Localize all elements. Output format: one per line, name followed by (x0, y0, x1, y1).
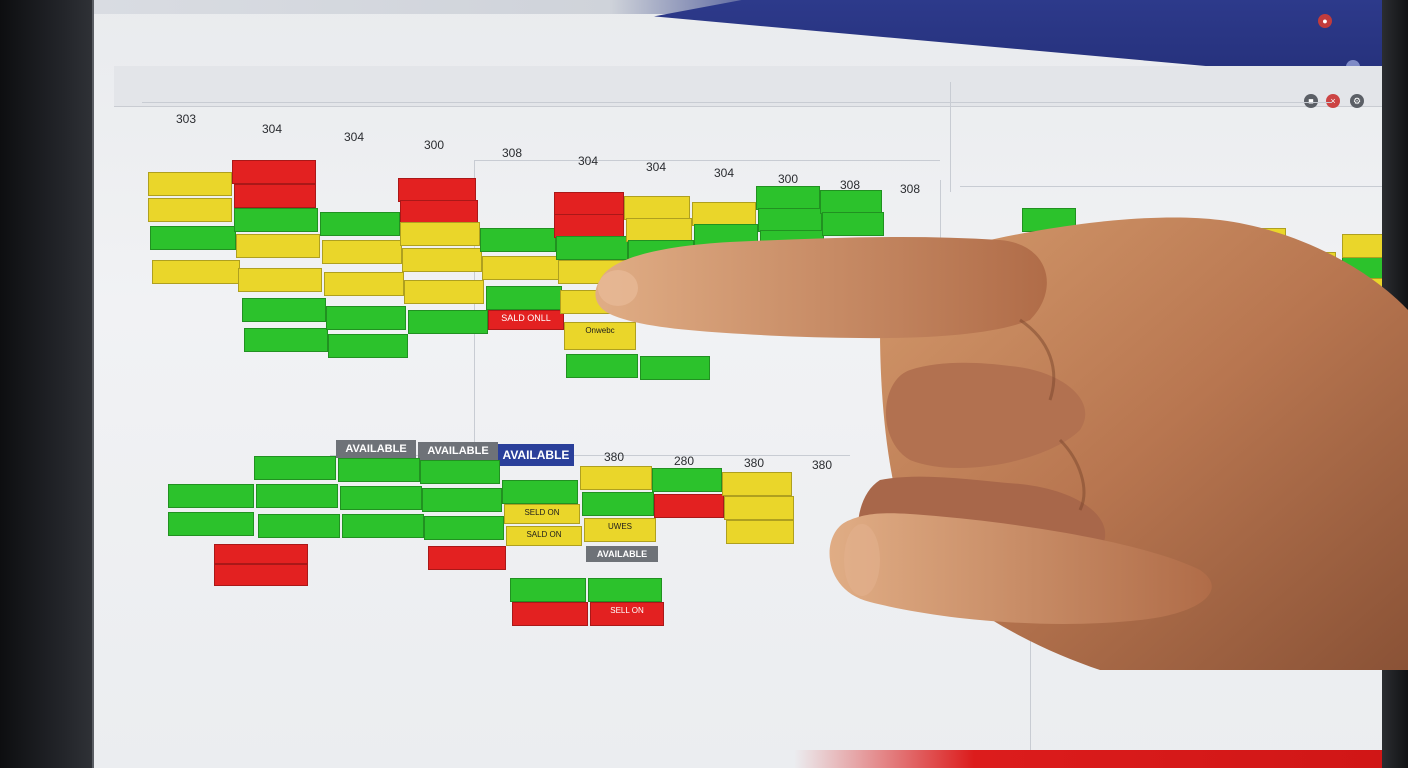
seat-cell[interactable] (408, 310, 488, 334)
seat-cell[interactable] (326, 306, 406, 330)
seat-cell[interactable]: UWES (584, 518, 656, 542)
seat-cell[interactable] (582, 492, 654, 516)
column-header: 304 (578, 154, 599, 168)
seat-cell[interactable] (512, 602, 588, 626)
column-header: 308 (840, 178, 861, 192)
seat-cell[interactable] (400, 222, 480, 246)
seat-cell[interactable] (340, 486, 422, 510)
availability-tag: AVAILABLE (498, 444, 574, 466)
seat-cell[interactable] (338, 458, 420, 482)
seat-cell[interactable] (588, 578, 662, 602)
grid-line (474, 160, 940, 161)
seat-cell[interactable] (150, 226, 236, 250)
column-header: 304 (646, 160, 667, 174)
column-header: 308 (900, 182, 921, 196)
column-header: 304 (714, 166, 735, 180)
seat-cell[interactable] (168, 484, 254, 508)
seat-cell[interactable] (328, 334, 408, 358)
grid-line (960, 186, 1384, 187)
seat-cell[interactable] (320, 212, 400, 236)
seat-cell[interactable] (1342, 234, 1384, 258)
seat-cell[interactable] (214, 564, 308, 586)
seat-cell[interactable] (236, 234, 320, 258)
column-header: 308 (502, 146, 523, 160)
seat-cell[interactable] (234, 208, 318, 232)
seat-cell[interactable] (482, 256, 560, 280)
seat-cell[interactable] (342, 514, 424, 538)
settings-icon[interactable]: ● (1318, 14, 1332, 28)
grid-line (1030, 560, 1031, 760)
grid-line (330, 455, 850, 456)
grid-line (940, 180, 941, 240)
seat-cell[interactable] (168, 512, 254, 536)
seat-cell[interactable] (148, 198, 232, 222)
close-icon[interactable]: × (1326, 94, 1340, 108)
seat-cell[interactable] (726, 520, 794, 544)
seat-cell[interactable] (722, 472, 792, 496)
seat-cell[interactable] (398, 178, 476, 202)
seat-cell[interactable]: Onwebc (564, 322, 636, 350)
seat-cell[interactable] (400, 200, 478, 224)
availability-tag: AVAILABLE (418, 442, 498, 460)
column-header: 380 (812, 458, 833, 472)
seat-cell[interactable] (480, 228, 556, 252)
seat-cell[interactable] (254, 456, 336, 480)
seat-cell[interactable]: SELL ON (590, 602, 664, 626)
seat-cell[interactable] (502, 480, 578, 504)
seat-cell[interactable]: SALD ONLL (488, 310, 564, 330)
seat-cell[interactable] (232, 160, 316, 184)
seat-cell[interactable] (822, 212, 884, 236)
seat-cell[interactable] (152, 260, 240, 284)
gear-icon[interactable]: ⚙ (1350, 94, 1364, 108)
availability-tag: AVAILABLE (336, 440, 416, 458)
seat-cell[interactable] (422, 488, 502, 512)
grid-line (950, 82, 951, 192)
seat-cell[interactable] (556, 236, 628, 260)
seat-cell[interactable] (256, 484, 338, 508)
pointing-hand (595, 217, 1408, 670)
seat-cell[interactable] (322, 240, 402, 264)
column-header: 304 (262, 122, 283, 136)
seat-cell[interactable] (148, 172, 232, 196)
seat-cell[interactable] (820, 190, 882, 214)
seat-cell[interactable] (510, 578, 586, 602)
column-header: 380 (744, 456, 765, 470)
seat-cell[interactable] (420, 460, 500, 484)
seat-cell[interactable] (640, 356, 710, 380)
column-header: 300 (778, 172, 799, 186)
seat-cell[interactable] (692, 202, 756, 226)
grid-line (142, 102, 1332, 103)
seat-cell[interactable] (234, 184, 316, 208)
column-header: 304 (344, 130, 365, 144)
status-bar (794, 750, 1384, 768)
seat-cell[interactable] (244, 328, 328, 352)
seat-cell[interactable] (580, 466, 652, 490)
column-header: 303 (176, 112, 197, 126)
seat-cell[interactable] (258, 514, 340, 538)
seat-cell[interactable] (756, 186, 820, 210)
seat-cell[interactable] (424, 516, 504, 540)
seat-cell[interactable]: SELD ON (504, 504, 580, 524)
seat-cell[interactable] (724, 496, 794, 520)
seat-cell[interactable] (566, 354, 638, 378)
seat-cell[interactable] (486, 286, 562, 310)
grid-view-icon[interactable]: ■ (1304, 94, 1318, 108)
column-header: 380 (604, 450, 625, 464)
column-header: 280 (674, 454, 695, 468)
seat-cell[interactable] (428, 546, 506, 570)
column-header: 300 (424, 138, 445, 152)
seat-cell[interactable] (654, 494, 724, 518)
seat-cell[interactable] (402, 248, 482, 272)
seat-cell[interactable] (214, 544, 308, 564)
availability-tag: AVAILABLE (586, 546, 658, 562)
toolbar: ■ × ⚙ (114, 66, 1384, 108)
seat-cell[interactable] (242, 298, 326, 322)
seat-cell[interactable]: SALD ON (506, 526, 582, 546)
seat-cell[interactable] (652, 468, 722, 492)
seat-cell[interactable] (238, 268, 322, 292)
seat-cell[interactable] (404, 280, 484, 304)
seat-cell[interactable] (324, 272, 404, 296)
